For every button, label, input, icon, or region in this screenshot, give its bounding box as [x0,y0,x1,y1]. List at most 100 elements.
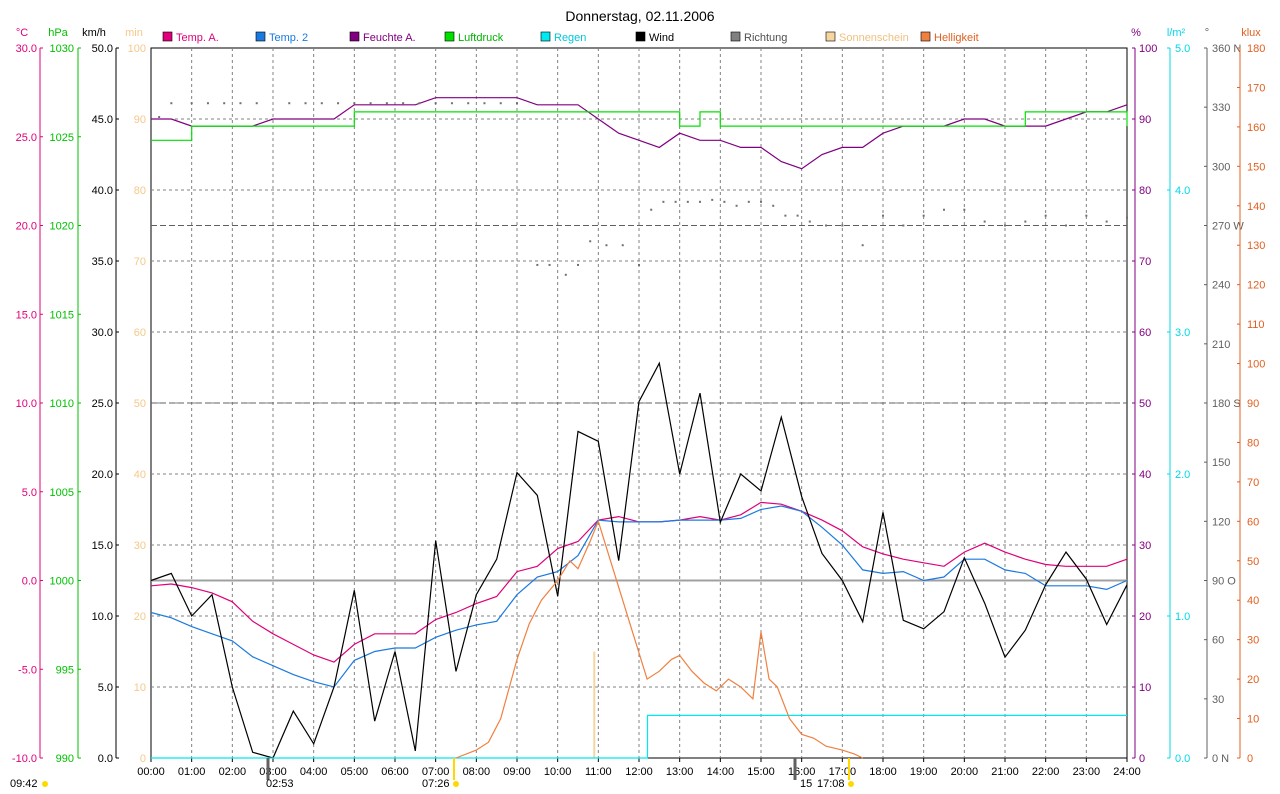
direction-point [536,263,539,266]
x-tick-label: 24:00 [1113,766,1141,778]
direction-point [674,200,677,203]
x-tick-label: 18:00 [869,766,897,778]
tick-label-light: 90 [1247,398,1259,410]
x-tick-label: 16:00 [788,766,816,778]
direction-point [1024,220,1027,223]
sunrise-time: 02:53 [266,778,294,790]
tick-label-light: 80 [1247,437,1259,449]
direction-point [1105,220,1108,223]
direction-point [304,102,307,105]
sunset-time: 17:08 [817,778,845,790]
direction-point [983,220,986,223]
tick-label-sun: 100 [128,43,146,55]
legend-item: Luftdruck [444,31,504,44]
tick-label-light: 20 [1247,674,1259,686]
tick-label-humidity: 0 [1139,753,1145,765]
x-tick-label: 01:00 [178,766,206,778]
direction-point [206,102,209,105]
direction-point [564,273,567,276]
direction-point [402,102,405,105]
direction-point [922,214,925,217]
direction-point [1085,214,1088,217]
tick-label-wind: 0.0 [98,753,113,765]
legend-label: Richtung [744,32,787,44]
tick-label-sun: 40 [134,469,146,481]
x-tick-label: 09:00 [503,766,531,778]
tick-label-wind: 15.0 [92,540,113,552]
legend: Temp. A. Temp. 2 Feuchte A. Luftdruck Regen W… [162,31,979,44]
bottom-left-time: 09:42 [10,778,38,790]
tick-label-humidity: 30 [1139,540,1151,552]
direction-point [1065,224,1067,227]
tick-label-sun: 10 [134,682,146,694]
series-line-helligkeit [455,519,863,759]
tick-label-humidity: 40 [1139,469,1151,481]
x-tick-label: 22:00 [1032,766,1060,778]
tick-label-wind: 25.0 [92,398,113,410]
axes: 00:00 01:00 02:00 03:00 04:00 05:00 06:00 07:00… [12,27,1265,778]
x-tick-label: 04:00 [300,766,328,778]
direction-point [943,208,945,211]
x-tick-label: 12:00 [625,766,653,778]
tick-label-sun: 80 [134,185,146,197]
x-tick-label: 06:00 [381,766,409,778]
series-line-luftdruck [151,111,1128,141]
direction-point [662,200,665,203]
direction-point [621,244,624,247]
x-tick-label: 03:00 [259,766,287,778]
tick-label-pressure: 1030 [50,43,74,55]
tick-label-direction: 240 [1212,280,1230,292]
legend-label: Sonnenschein [839,32,909,44]
legend-label: Wind [649,32,674,44]
tick-label-pressure: 1010 [50,398,74,410]
tick-label-humidity: 20 [1139,611,1151,623]
tick-label-temp: 5.0 [22,487,37,499]
direction-point [784,214,787,217]
axis-unit-rain: l/m² [1167,27,1186,39]
axis-unit-pressure: hPa [48,27,68,39]
legend-item: Wind [635,31,674,44]
direction-point [638,263,640,266]
tick-label-pressure: 1025 [50,132,74,144]
direction-point [548,263,551,266]
chart-title: Donnerstag, 02.11.2006 [565,8,714,24]
tick-label-light: 60 [1247,516,1259,528]
direction-point [158,116,161,119]
legend-swatch [730,31,741,42]
direction-point [170,102,173,105]
direction-point [735,204,738,207]
direction-point [808,220,811,223]
direction-point [711,198,714,201]
direction-point [1044,214,1047,217]
tick-label-light: 140 [1247,201,1265,213]
direction-point [747,200,750,203]
x-tick-label: 20:00 [951,766,979,778]
direction-point [577,263,579,266]
sun-icon [42,781,48,787]
tick-label-light: 50 [1247,556,1259,568]
plot-area [150,97,1128,759]
legend-swatch [444,31,455,42]
direction-point [589,240,592,243]
tick-label-direction: 210 [1212,339,1230,351]
legend-item: Temp. A. [162,31,219,44]
x-tick-label: 19:00 [910,766,938,778]
legend-label: Temp. A. [176,32,219,44]
tick-label-sun: 0 [140,753,146,765]
direction-point [825,224,828,227]
legend-swatch [255,31,266,42]
legend-swatch [920,31,931,42]
tick-label-direction: 30 [1212,694,1224,706]
legend-label: Regen [554,32,586,44]
direction-point [467,102,470,105]
tick-label-humidity: 70 [1139,256,1151,268]
tick-label-light: 40 [1247,595,1259,607]
direction-point [190,102,193,105]
tick-label-light: 70 [1247,477,1259,489]
tick-label-direction: 150 [1212,457,1230,469]
legend-item: Regen [540,31,586,44]
legend-label: Temp. 2 [269,32,308,44]
direction-point [385,102,388,105]
legend-label: Feuchte A. [363,32,416,44]
tick-label-humidity: 50 [1139,398,1151,410]
